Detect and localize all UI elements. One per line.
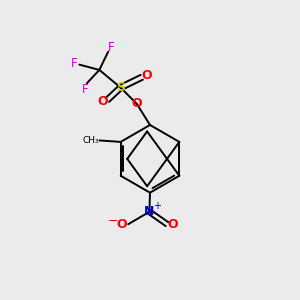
Text: +: + bbox=[153, 201, 161, 211]
Text: F: F bbox=[82, 82, 89, 95]
Text: O: O bbox=[168, 218, 178, 231]
Text: −: − bbox=[108, 215, 118, 228]
Text: O: O bbox=[141, 69, 152, 82]
Text: N: N bbox=[144, 205, 154, 218]
Text: F: F bbox=[71, 57, 77, 70]
Text: O: O bbox=[97, 95, 108, 108]
Text: S: S bbox=[116, 81, 125, 94]
Text: F: F bbox=[108, 41, 114, 54]
Text: CH₃: CH₃ bbox=[83, 136, 100, 145]
Text: O: O bbox=[116, 218, 127, 231]
Text: O: O bbox=[131, 97, 142, 110]
